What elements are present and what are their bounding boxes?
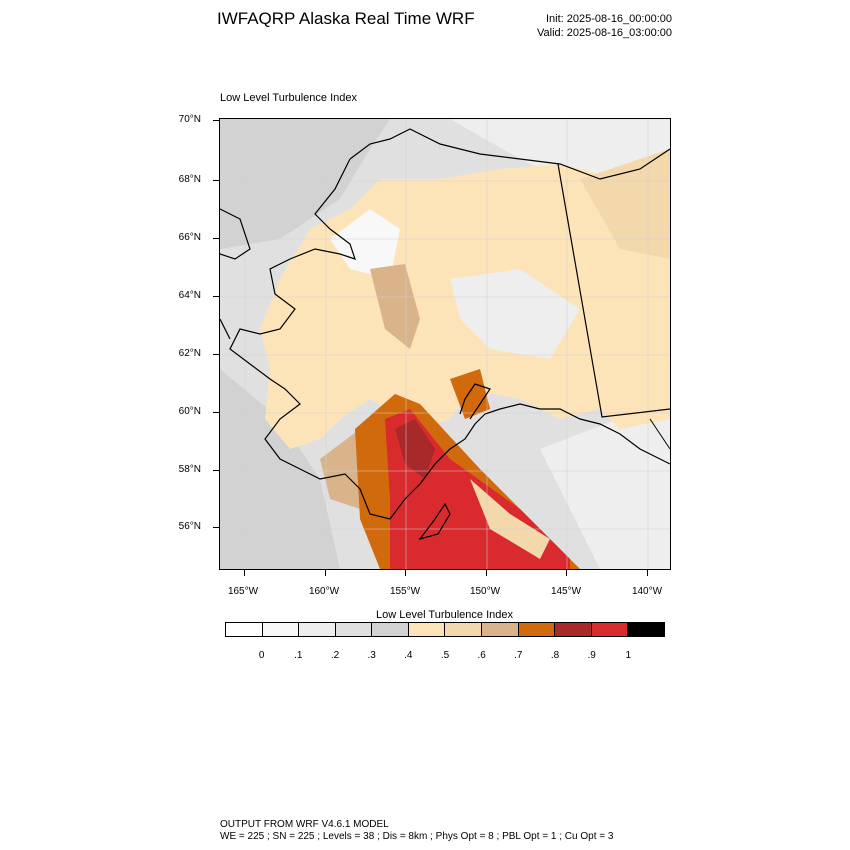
lat-label-60: 60°N xyxy=(178,406,201,417)
colorbar-swatch xyxy=(226,623,263,636)
colorbar-label: 0 xyxy=(258,650,265,661)
turbulence-map xyxy=(219,118,671,570)
field-region-alaska-range xyxy=(450,269,580,359)
lon-label-155: 155°W xyxy=(389,586,421,597)
canada-border xyxy=(557,163,670,418)
lon-tick xyxy=(566,570,567,576)
field-region-central xyxy=(370,264,420,349)
colorbar-swatch xyxy=(518,623,556,636)
init-time: Init: 2025-08-16_00:00:00 xyxy=(546,13,672,25)
lat-label-58: 58°N xyxy=(178,464,201,475)
colorbar-label: .9 xyxy=(587,650,596,661)
field-region-arctic xyxy=(220,119,390,249)
lat-label-62: 62°N xyxy=(178,348,201,359)
colorbar-title: Low Level Turbulence Index xyxy=(376,609,513,621)
lon-label-165: 165°W xyxy=(227,586,259,597)
colorbar-swatch xyxy=(445,623,483,636)
main-title: IWFAQRP Alaska Real Time WRF xyxy=(217,9,475,28)
lat-label-56: 56°N xyxy=(178,521,201,532)
colorbar-swatch xyxy=(335,623,373,636)
colorbar-swatch xyxy=(299,623,336,636)
colorbar-label: .4 xyxy=(404,650,413,661)
colorbar-label: .8 xyxy=(550,650,560,661)
lon-tick xyxy=(244,570,245,576)
plot-title: Low Level Turbulence Index xyxy=(220,92,357,104)
lat-tick xyxy=(213,470,219,471)
colorbar-swatch xyxy=(408,623,446,636)
lat-tick xyxy=(213,238,219,239)
colorbar-label: .7 xyxy=(514,650,523,661)
colorbar xyxy=(225,622,665,637)
lon-tick xyxy=(486,570,487,576)
colorbar-label: .5 xyxy=(440,650,450,661)
colorbar-swatch xyxy=(591,623,629,636)
footer-settings: WE = 225 ; SN = 225 ; Levels = 38 ; Dis … xyxy=(220,831,614,842)
lat-label-68: 68°N xyxy=(178,174,201,185)
colorbar-swatch xyxy=(372,623,409,636)
valid-time: Valid: 2025-08-16_03:00:00 xyxy=(537,27,672,39)
map-canvas xyxy=(220,119,670,569)
colorbar-swatch xyxy=(262,623,300,636)
colorbar-swatch xyxy=(628,623,664,636)
lon-tick xyxy=(647,570,648,576)
coast-extra xyxy=(649,418,670,450)
colorbar-label: .1 xyxy=(294,650,303,661)
lat-label-64: 64°N xyxy=(178,290,201,301)
colorbar-swatch xyxy=(482,623,519,636)
lat-tick xyxy=(213,180,219,181)
field-region-brooks xyxy=(330,209,400,279)
lat-tick xyxy=(213,120,219,121)
field-plume-cookinlet xyxy=(450,369,490,419)
lat-label-70: 70°N xyxy=(178,114,201,125)
graticule xyxy=(220,119,670,569)
coastline xyxy=(220,128,670,541)
field-plume-gap xyxy=(470,479,550,559)
lon-label-140: 140°W xyxy=(631,586,663,597)
lon-tick xyxy=(325,570,326,576)
lon-label-150: 150°W xyxy=(469,586,501,597)
colorbar-label: .6 xyxy=(477,650,486,661)
lat-tick xyxy=(213,527,219,528)
lon-label-145: 145°W xyxy=(550,586,582,597)
lon-label-160: 160°W xyxy=(308,586,340,597)
field-region-bering xyxy=(220,369,340,569)
lat-tick xyxy=(213,296,219,297)
field-region-gulf xyxy=(540,399,670,569)
colorbar-label: .2 xyxy=(330,650,340,661)
field-region-yukon xyxy=(580,149,670,259)
lon-tick xyxy=(405,570,406,576)
field-plume-darkred xyxy=(395,419,435,479)
lat-tick xyxy=(213,412,219,413)
lat-label-66: 66°N xyxy=(178,232,201,243)
colorbar-swatch xyxy=(555,623,592,636)
colorbar-label: .3 xyxy=(367,650,376,661)
colorbar-label: 1 xyxy=(625,650,632,661)
footer-model: OUTPUT FROM WRF V4.6.1 MODEL xyxy=(220,819,389,830)
lat-tick xyxy=(213,354,219,355)
